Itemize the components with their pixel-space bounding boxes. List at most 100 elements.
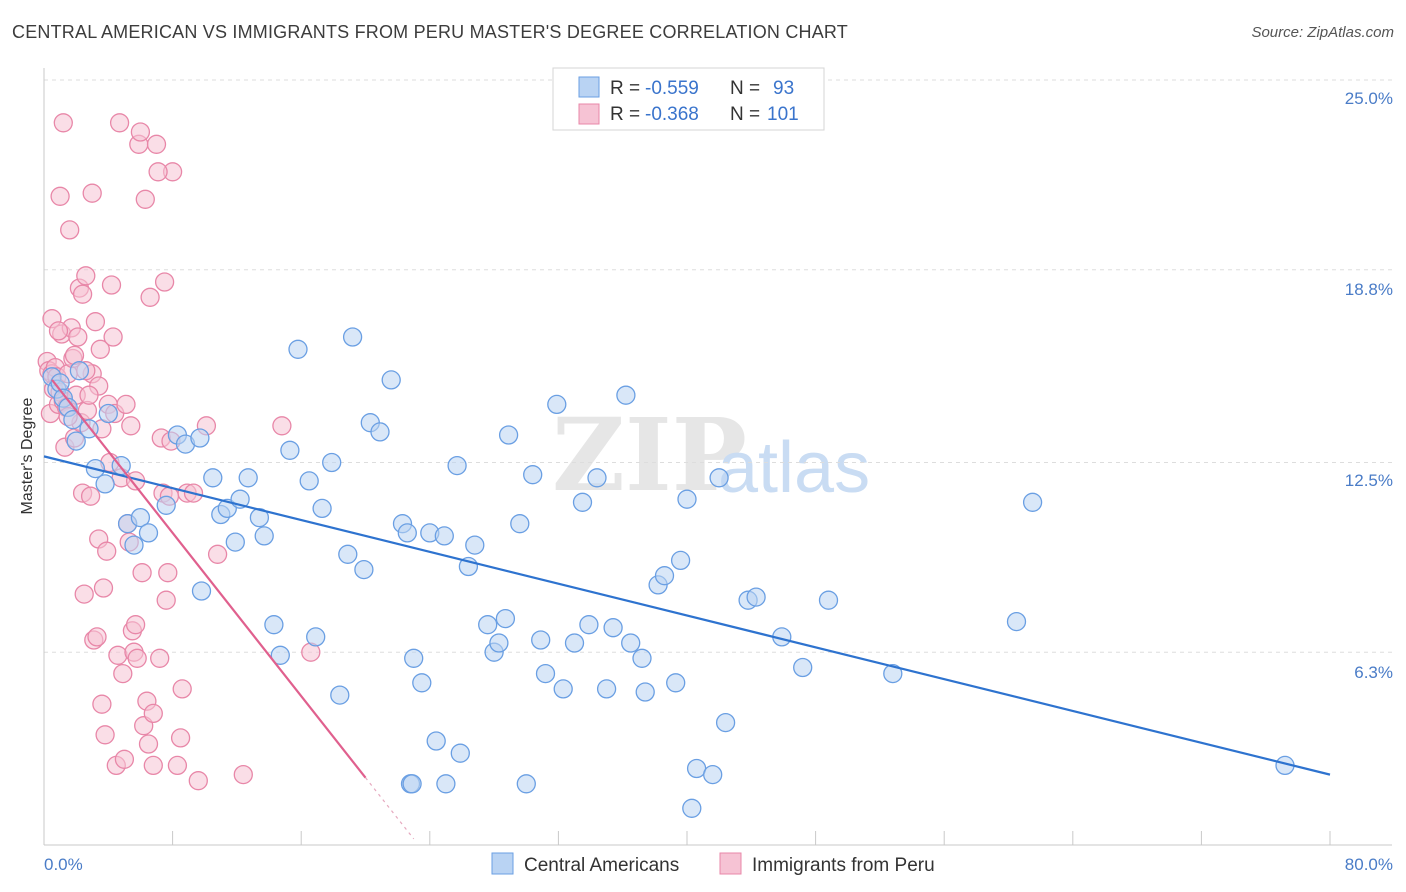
central-american-point-75 bbox=[596, 679, 617, 699]
central-american-point-74 bbox=[587, 468, 607, 488]
peru-point-36 bbox=[90, 339, 110, 359]
y-axis-label: Master's Degree bbox=[19, 397, 36, 514]
central-american-point-34 bbox=[299, 471, 319, 491]
peru-point-39 bbox=[95, 725, 115, 745]
peru-point-65 bbox=[143, 755, 163, 776]
central-american-point-22 bbox=[203, 468, 223, 488]
central-american-point-44 bbox=[381, 370, 401, 390]
central-american-point-66 bbox=[523, 465, 543, 485]
peru-point-45 bbox=[108, 645, 128, 665]
central-american-point-16 bbox=[138, 523, 159, 543]
central-american-point-76 bbox=[603, 618, 623, 638]
bottom-legend: Central Americans Immigrants from Peru bbox=[491, 852, 935, 876]
central-american-point-48 bbox=[402, 774, 422, 794]
central-american-point-7 bbox=[69, 361, 90, 381]
central-american-point-62 bbox=[495, 608, 516, 629]
series-peru-points bbox=[37, 113, 321, 791]
central-american-point-98 bbox=[1022, 492, 1043, 512]
central-american-point-37 bbox=[322, 452, 342, 473]
central-american-point-10 bbox=[95, 474, 115, 494]
legend-r-label-1: R = bbox=[610, 78, 640, 99]
legend-r-value-2: -0.368 bbox=[645, 104, 699, 125]
peru-point-34 bbox=[87, 627, 107, 647]
chart-source: Source: ZipAtlas.com bbox=[1251, 24, 1394, 41]
peru-point-60 bbox=[132, 563, 152, 583]
central-american-point-36 bbox=[312, 498, 332, 519]
legend-n-value-1: 93 bbox=[773, 78, 794, 99]
peru-point-91 bbox=[148, 162, 168, 182]
peru-point-57 bbox=[127, 648, 147, 668]
central-american-point-70 bbox=[553, 679, 573, 699]
central-american-point-27 bbox=[238, 468, 258, 488]
central-american-point-46 bbox=[397, 523, 417, 543]
peru-point-25 bbox=[72, 284, 93, 304]
central-american-point-14 bbox=[124, 535, 144, 555]
central-american-point-33 bbox=[288, 339, 308, 359]
peru-point-79 bbox=[172, 679, 192, 699]
trend-lines bbox=[43, 379, 1331, 840]
central-american-point-67 bbox=[531, 630, 551, 650]
central-american-point-78 bbox=[621, 633, 641, 653]
peru-point-27 bbox=[76, 266, 96, 286]
peru-point-59 bbox=[130, 122, 151, 142]
y-tick-label-6-3: 6.3% bbox=[1354, 663, 1393, 682]
series-central-americans-points bbox=[42, 327, 1295, 818]
central-american-point-83 bbox=[666, 673, 686, 693]
central-american-point-72 bbox=[572, 492, 593, 512]
central-american-point-6 bbox=[66, 431, 86, 451]
central-american-point-49 bbox=[404, 648, 424, 668]
central-american-point-17 bbox=[156, 495, 176, 515]
peru-point-53 bbox=[121, 416, 141, 436]
trend-line-peru bbox=[51, 379, 367, 779]
trend-line-peru-extension bbox=[365, 777, 415, 840]
watermark: ZIP atlas bbox=[552, 396, 870, 514]
peru-point-66 bbox=[143, 703, 163, 724]
peru-point-90 bbox=[135, 189, 155, 209]
central-american-point-50 bbox=[412, 673, 432, 693]
peru-point-89 bbox=[103, 327, 123, 347]
central-american-point-35 bbox=[306, 627, 326, 647]
central-american-point-29 bbox=[254, 526, 274, 546]
bottom-legend-swatch-blue bbox=[491, 852, 514, 875]
y-tick-label-18-8: 18.8% bbox=[1345, 280, 1393, 299]
central-american-point-61 bbox=[489, 633, 509, 653]
central-american-point-5 bbox=[63, 410, 83, 430]
central-american-point-79 bbox=[632, 648, 652, 668]
central-american-point-11 bbox=[98, 403, 118, 424]
peru-point-64 bbox=[140, 287, 160, 307]
legend-r-label-2: R = bbox=[610, 104, 640, 125]
peru-point-49 bbox=[114, 749, 135, 769]
central-american-point-53 bbox=[434, 526, 454, 546]
central-american-point-88 bbox=[703, 764, 723, 785]
central-american-point-82 bbox=[654, 566, 675, 586]
central-american-point-92 bbox=[746, 587, 766, 607]
legend-n-label-2: N = bbox=[730, 104, 760, 125]
central-american-point-15 bbox=[130, 507, 151, 528]
peru-point-42 bbox=[101, 275, 122, 295]
peru-point-56 bbox=[125, 615, 146, 635]
peru-point-30 bbox=[82, 183, 102, 203]
central-american-point-41 bbox=[354, 559, 374, 580]
central-american-point-56 bbox=[450, 743, 470, 763]
trend-line-central-americans bbox=[43, 455, 1331, 776]
peru-point-84 bbox=[207, 544, 228, 564]
central-american-point-30 bbox=[264, 615, 284, 635]
peru-point-77 bbox=[167, 755, 188, 776]
bottom-legend-swatch-pink bbox=[719, 852, 742, 875]
central-american-point-63 bbox=[498, 425, 519, 445]
bottom-legend-label-peru: Immigrants from Peru bbox=[752, 855, 935, 876]
central-american-point-39 bbox=[338, 544, 358, 564]
central-american-point-97 bbox=[1006, 611, 1027, 632]
peru-point-67 bbox=[146, 134, 167, 154]
peru-point-40 bbox=[97, 541, 117, 561]
peru-point-21 bbox=[68, 327, 88, 347]
central-american-point-95 bbox=[818, 590, 839, 610]
central-american-point-21 bbox=[191, 581, 212, 601]
central-american-point-64 bbox=[510, 514, 530, 534]
peru-point-99 bbox=[48, 321, 69, 341]
bottom-legend-label-central-americans: Central Americans bbox=[524, 855, 679, 876]
legend-swatch-pink bbox=[578, 103, 600, 125]
peru-point-50 bbox=[116, 394, 136, 415]
watermark-atlas: atlas bbox=[718, 428, 870, 508]
